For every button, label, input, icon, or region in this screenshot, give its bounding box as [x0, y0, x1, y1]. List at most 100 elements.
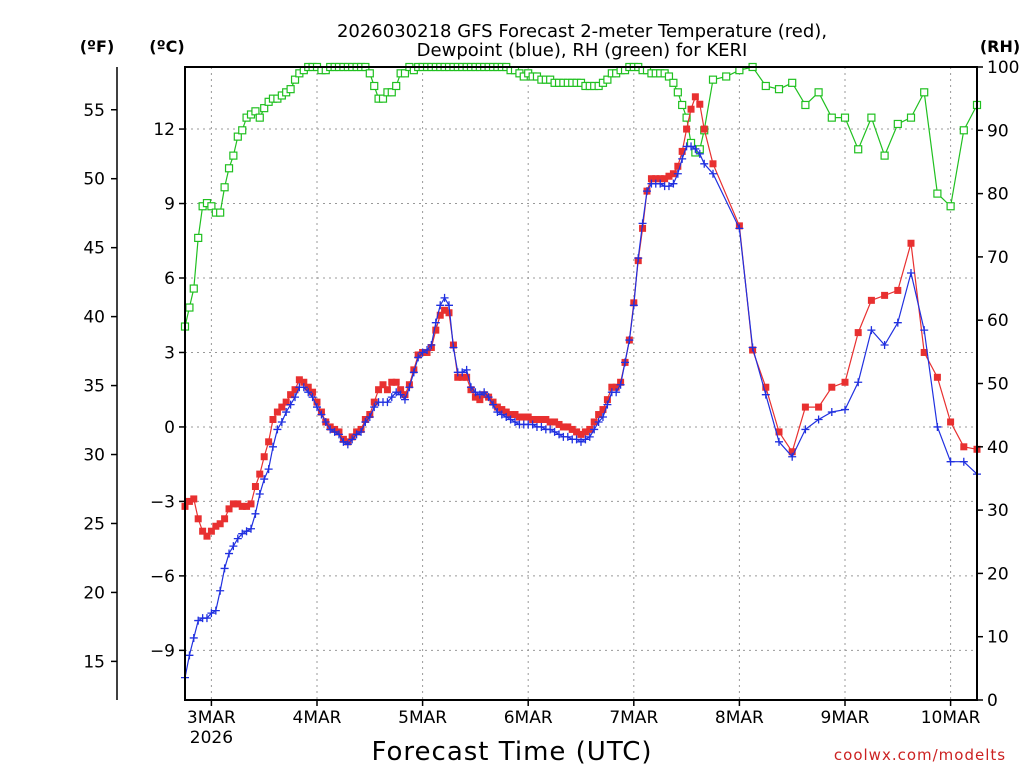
- dewpoint-point: [357, 427, 366, 436]
- temperature-point: [463, 373, 471, 381]
- temperature-point: [282, 398, 290, 406]
- celsius-tick-label: 3: [164, 343, 175, 363]
- temperature-point: [234, 500, 242, 508]
- temperature-point: [229, 500, 237, 508]
- temperature-point: [238, 502, 246, 510]
- dewpoint-point: [841, 405, 849, 414]
- celsius-tick-label: 6: [164, 269, 175, 289]
- dewpoint-point: [449, 343, 458, 352]
- temperature-point: [551, 418, 559, 426]
- fahrenheit-tick-label: 30: [83, 446, 105, 466]
- temperature-point: [370, 398, 378, 406]
- dewpoint-point: [313, 403, 321, 412]
- temperature-point: [647, 175, 655, 183]
- dewpoint-point: [471, 388, 480, 397]
- dewpoint-point: [396, 390, 405, 399]
- x-tick-year-label: 2026: [190, 728, 233, 748]
- temperature-point: [568, 425, 576, 433]
- rh-point: [286, 85, 295, 94]
- temperature-point: [291, 386, 299, 394]
- dewpoint-point: [528, 420, 537, 429]
- dewpoint-point: [581, 435, 590, 444]
- temperature-point: [581, 428, 589, 436]
- rh-point: [893, 119, 902, 129]
- rh-point: [761, 81, 770, 91]
- dewpoint-point: [959, 457, 968, 466]
- temperature-point: [709, 160, 717, 168]
- dewpoint-point: [475, 390, 484, 399]
- rh-point: [880, 151, 889, 160]
- temperature-point: [441, 306, 449, 314]
- rh-point: [920, 88, 929, 97]
- rh-point: [260, 104, 269, 113]
- rh-point: [673, 88, 682, 97]
- rh-point: [365, 69, 374, 78]
- celsius-tick-label: 9: [164, 195, 175, 215]
- temperature-point: [273, 408, 281, 416]
- temperature-point: [608, 383, 616, 391]
- dewpoint-point: [225, 549, 234, 558]
- rh-point: [207, 202, 216, 211]
- dewpoint-point: [643, 187, 651, 196]
- dewpoint-point: [616, 380, 625, 389]
- dewpoint-point: [277, 417, 286, 426]
- dewpoint-point: [431, 318, 440, 327]
- temperature-point: [947, 418, 955, 426]
- dewpoint-point: [418, 348, 427, 357]
- fahrenheit-tick-label: 45: [83, 239, 105, 259]
- rh-point: [400, 69, 410, 78]
- dewpoint-point: [361, 417, 370, 426]
- temperature-point: [542, 415, 550, 423]
- temperature-point: [498, 406, 506, 414]
- rh-tick-label: 60: [987, 311, 1009, 331]
- rh-point: [251, 107, 260, 116]
- dewpoint-point: [669, 179, 678, 188]
- dewpoint-point: [880, 341, 889, 350]
- rh-point: [827, 113, 836, 122]
- temperature-point: [665, 172, 673, 180]
- temperature-point: [185, 497, 193, 505]
- temperature-point: [375, 386, 383, 394]
- fahrenheit-tick-label: 50: [83, 170, 105, 190]
- x-tick-label: 7MAR: [609, 708, 658, 728]
- rh-point: [194, 233, 203, 243]
- dewpoint-point: [656, 179, 665, 188]
- temperature-point: [573, 428, 581, 436]
- temperature-point: [687, 105, 695, 113]
- temperature-point: [493, 403, 501, 411]
- temperature-point: [841, 378, 849, 386]
- rh-point: [216, 208, 225, 217]
- dewpoint-point: [546, 425, 555, 434]
- celsius-tick-label: 12: [153, 120, 175, 140]
- rh-tick-label: 20: [987, 564, 1009, 584]
- temperature-point: [458, 373, 466, 381]
- temperature-point: [907, 239, 915, 247]
- dewpoint-point: [506, 415, 515, 424]
- dewpoint-point: [365, 413, 374, 422]
- dewpoint-point: [691, 144, 700, 153]
- dewpoint-point: [695, 149, 704, 158]
- grid-layer: [185, 67, 977, 700]
- dewpoint-point: [854, 378, 863, 387]
- temperature-point: [555, 420, 563, 428]
- dewpoint-point: [304, 388, 313, 397]
- rh-point: [669, 78, 678, 87]
- rh-tick-label: 40: [987, 438, 1009, 458]
- temperature-point: [599, 406, 607, 414]
- dewpoint-point: [664, 182, 673, 191]
- temperature-point: [529, 415, 537, 423]
- dewpoint-point: [489, 400, 498, 409]
- temperature-point: [216, 520, 224, 528]
- dewpoint-point: [427, 341, 436, 350]
- dewpoint-point: [273, 425, 282, 434]
- temperature-point: [265, 438, 273, 446]
- temperature-point: [454, 373, 462, 381]
- temperature-point: [612, 383, 620, 391]
- temperature-point: [590, 418, 598, 426]
- fahrenheit-tick-label: 55: [83, 101, 105, 121]
- dewpoint-point: [788, 452, 797, 461]
- dewpoint-point: [352, 430, 361, 439]
- rh-tick-label: 30: [987, 501, 1009, 521]
- dewpoint-point: [387, 393, 396, 402]
- dewpoint-point: [445, 301, 453, 310]
